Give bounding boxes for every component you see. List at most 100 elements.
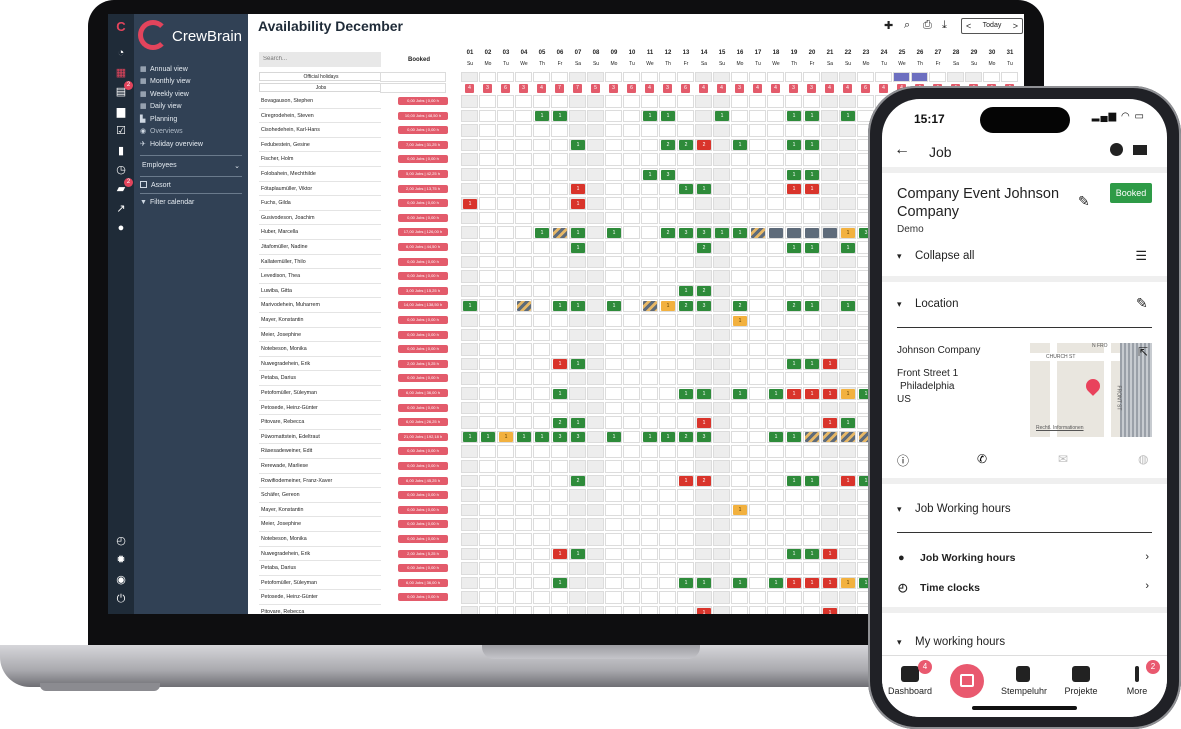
availability-cell[interactable] [659,372,676,385]
availability-cell[interactable] [749,95,766,108]
availability-cell[interactable] [785,314,802,327]
availability-cell[interactable] [695,314,712,327]
availability-cell[interactable] [659,533,676,546]
availability-cell[interactable] [803,591,820,604]
availability-cell[interactable] [767,591,784,604]
availability-cell[interactable] [569,211,586,225]
availability-cell[interactable] [641,416,658,429]
availability-cell[interactable] [659,357,676,371]
availability-cell[interactable] [749,314,766,327]
availability-cell[interactable] [623,255,640,269]
job-marker[interactable]: 1 [463,198,477,209]
jobs-count-badge[interactable]: 6 [861,84,870,93]
availability-cell[interactable] [803,270,820,283]
availability-cell[interactable] [587,357,604,371]
availability-cell[interactable] [605,533,622,546]
availability-cell[interactable] [587,416,604,429]
job-marker[interactable]: 1 [571,300,585,311]
availability-cell[interactable] [641,445,658,458]
availability-cell[interactable] [641,328,658,342]
availability-cell[interactable] [623,314,640,327]
availability-cell[interactable] [587,576,604,590]
availability-cell[interactable] [713,182,730,196]
availability-cell[interactable] [569,109,586,123]
holiday-cell[interactable] [839,72,856,82]
job-marker[interactable]: 1 [733,140,747,151]
availability-cell[interactable] [479,255,496,269]
availability-cell[interactable] [803,153,820,166]
holiday-cell[interactable] [803,72,820,82]
availability-cell[interactable] [641,401,658,415]
availability-cell[interactable] [605,547,622,561]
job-marker[interactable]: 2 [679,432,693,443]
availability-cell[interactable] [839,372,856,385]
job-marker[interactable] [553,227,567,238]
jobs-count-badge[interactable]: 4 [465,84,474,93]
job-marker[interactable]: 3 [697,227,711,238]
job-marker[interactable]: 1 [535,227,549,238]
availability-cell[interactable] [785,153,802,166]
availability-cell[interactable] [767,518,784,531]
availability-cell[interactable] [695,211,712,225]
availability-cell[interactable] [659,314,676,327]
availability-cell[interactable] [497,445,514,458]
job-marker[interactable]: 1 [517,432,531,443]
availability-cell[interactable] [713,138,730,152]
availability-cell[interactable] [695,328,712,342]
job-marker[interactable] [823,432,837,443]
availability-cell[interactable] [731,547,748,561]
availability-cell[interactable] [479,576,496,590]
availability-cell[interactable] [569,168,586,181]
job-marker[interactable]: 3 [679,227,693,238]
job-marker[interactable]: 1 [787,476,801,487]
availability-cell[interactable] [515,445,532,458]
availability-cell[interactable] [785,95,802,108]
availability-cell[interactable] [569,460,586,473]
job-marker[interactable]: 1 [733,315,747,326]
availability-cell[interactable] [515,401,532,415]
availability-cell[interactable] [713,503,730,517]
availability-cell[interactable] [479,533,496,546]
availability-cell[interactable] [497,284,514,298]
power-icon[interactable]: ⏻ [116,593,126,605]
availability-cell[interactable] [695,372,712,385]
jobs-count-badge[interactable]: 5 [591,84,600,93]
availability-cell[interactable] [623,343,640,356]
availability-cell[interactable] [479,343,496,356]
availability-cell[interactable] [605,591,622,604]
availability-cell[interactable] [461,445,478,458]
availability-cell[interactable] [461,387,478,400]
availability-cell[interactable] [479,314,496,327]
availability-cell[interactable] [803,606,820,614]
availability-cell[interactable] [785,489,802,502]
availability-cell[interactable] [479,372,496,385]
clock-icon[interactable]: ◷ [116,164,126,176]
availability-cell[interactable] [767,547,784,561]
job-marker[interactable]: 1 [805,359,819,370]
jobs-count-badge[interactable]: 4 [825,84,834,93]
availability-cell[interactable] [551,401,568,415]
availability-cell[interactable] [767,197,784,210]
availability-cell[interactable] [587,445,604,458]
availability-cell[interactable] [785,416,802,429]
availability-cell[interactable] [713,591,730,604]
availability-cell[interactable] [839,503,856,517]
job-marker[interactable]: 1 [805,111,819,122]
availability-cell[interactable] [731,270,748,283]
holiday-cell[interactable] [731,72,748,82]
availability-cell[interactable] [677,401,694,415]
print-icon[interactable]: ⎙ [923,19,932,31]
availability-cell[interactable] [533,153,550,166]
job-marker[interactable]: 1 [805,300,819,311]
jobs-icon[interactable]: ▤ 2 [113,81,133,99]
availability-cell[interactable] [551,182,568,196]
availability-cell[interactable] [515,95,532,108]
availability-cell[interactable] [713,562,730,575]
nav-holiday-overview[interactable]: ✈ Holiday overview [140,141,203,148]
availability-cell[interactable] [821,299,838,312]
availability-cell[interactable] [587,606,604,614]
availability-cell[interactable] [821,270,838,283]
availability-cell[interactable] [785,328,802,342]
availability-cell[interactable] [749,503,766,517]
availability-cell[interactable] [713,387,730,400]
